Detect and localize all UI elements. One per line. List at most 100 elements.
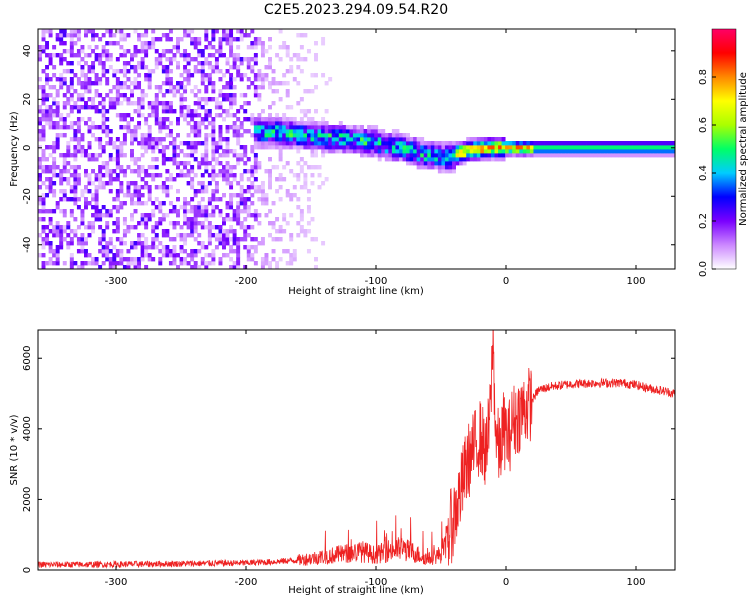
spectrogram-cell (84, 261, 88, 266)
spectrogram-cell (105, 93, 110, 98)
spectrogram-cell (282, 113, 287, 118)
spectrogram-cell (183, 241, 188, 246)
spectrogram-cell (133, 69, 138, 74)
spectrogram-cell (253, 209, 258, 214)
spectrogram-cell (229, 45, 234, 50)
spectrogram-cell (66, 97, 71, 102)
spectrogram-cell (406, 149, 410, 154)
spectrogram-cell (299, 117, 304, 122)
spectrogram-cell (105, 169, 110, 174)
spectrogram-cell (38, 177, 42, 182)
spectrogram-cell (243, 109, 248, 114)
spectrogram-cell (55, 245, 60, 250)
spectrogram-cell (172, 157, 177, 162)
spectrogram-cell (229, 173, 234, 178)
spectrogram-cell (38, 197, 42, 202)
spectrogram-cell (268, 221, 272, 226)
spectrogram-cell (278, 157, 283, 162)
spectrogram-cell (48, 169, 53, 174)
spectrogram-cell (158, 129, 163, 134)
spectrogram-cell (147, 141, 152, 146)
spectrogram-cell (621, 153, 626, 158)
spectrogram-cell (271, 129, 276, 134)
spectrogram-cell (628, 145, 633, 150)
spectrogram-cell (76, 61, 81, 66)
spectrogram-cell (437, 169, 442, 174)
spectrogram-cell (469, 157, 474, 162)
spectrogram-cell (168, 177, 173, 182)
spectrogram-cell (122, 257, 127, 262)
spectrogram-cell (498, 157, 502, 162)
spectrogram-cell (214, 149, 219, 154)
spectrogram-cell (122, 65, 127, 70)
spectrogram-cell (183, 209, 188, 214)
spectrogram-cell (80, 97, 85, 102)
spectrogram-cell (253, 157, 258, 162)
spectrogram-cell (105, 241, 110, 246)
spectrogram-cell (48, 241, 53, 246)
spectrogram-cell (186, 33, 191, 38)
spectrogram-cell (183, 105, 188, 110)
spectrogram-cell (105, 221, 110, 226)
spectrogram-cell (374, 137, 379, 142)
spectrogram-cell (554, 153, 559, 158)
spectrogram-cell (285, 145, 290, 150)
spectrogram-cell (158, 261, 163, 266)
spectrogram-cell (84, 105, 88, 110)
spectrogram-cell (91, 65, 96, 70)
spectrogram-cell (122, 169, 127, 174)
spectrogram-cell (299, 33, 304, 38)
spectrogram-cell (275, 129, 280, 134)
spectrogram-cell (55, 233, 60, 238)
spectrogram-cell (260, 117, 265, 122)
spectrogram-cell (45, 177, 50, 182)
spectrogram-cell (108, 257, 113, 262)
spectrogram-cell (52, 73, 57, 78)
spectrogram-cell (579, 153, 584, 158)
spectrogram-cell (413, 141, 418, 146)
spectrogram-cell (158, 37, 163, 42)
spectrogram-cell (69, 29, 74, 34)
spectrogram-cell (147, 253, 152, 258)
spectrogram-cell (119, 125, 124, 130)
spectrogram-cell (84, 241, 88, 246)
spectrogram-cell (197, 221, 202, 226)
spectrogram-cell (264, 137, 269, 142)
spectrogram-cell (314, 57, 318, 62)
spectrogram-cell (87, 97, 92, 102)
spectrogram-cell (165, 193, 170, 198)
spectrogram-cell (324, 133, 329, 138)
spectrogram-cell (154, 141, 159, 146)
spectrogram-cell (168, 201, 173, 206)
spectrogram-cell (501, 137, 506, 142)
spectrogram-cell (363, 129, 368, 134)
spectrogram-cell (190, 217, 195, 222)
spectrogram-cell (52, 161, 57, 166)
spectrogram-cell (225, 41, 230, 46)
spectrogram-cell (168, 221, 173, 226)
spectrogram-cell (87, 129, 92, 134)
spectrogram-cell (137, 105, 142, 110)
spectrogram-cell (377, 145, 382, 150)
spectrogram-cell (73, 89, 78, 94)
spectrogram-cell (246, 213, 251, 218)
spectrogram-cell (660, 149, 665, 154)
spectrogram-cell (147, 77, 152, 82)
spectrogram-cell (140, 165, 145, 170)
spectrogram-cell (73, 105, 78, 110)
spectrogram-cell (115, 229, 120, 234)
spectrogram-cell (151, 165, 156, 170)
spectrogram-cell (133, 65, 138, 70)
spectrogram-cell (218, 197, 223, 202)
spectrogram-cell (45, 237, 50, 242)
spectrogram-cell (667, 153, 672, 158)
spectrogram-cell (317, 145, 322, 150)
spectrogram-cell (147, 137, 152, 142)
spectrogram-cell (657, 145, 662, 150)
spectrogram-cell (441, 165, 446, 170)
spectrogram-cell (76, 249, 81, 254)
spectrogram-cell (476, 141, 481, 146)
spectrogram-cell (207, 41, 212, 46)
spectrogram-cell (483, 157, 488, 162)
spectrogram-cell (69, 185, 74, 190)
